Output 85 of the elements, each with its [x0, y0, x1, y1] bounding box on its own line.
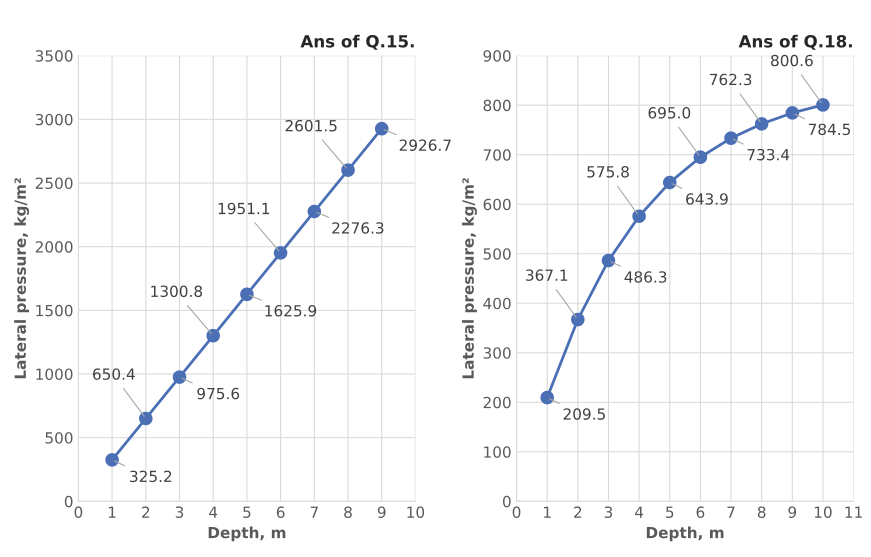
y-tick-label: 400 — [483, 298, 511, 310]
point — [816, 98, 830, 112]
point — [571, 312, 585, 326]
point — [206, 328, 220, 342]
data-label: 367.1 — [526, 269, 568, 281]
data-label: 695.0 — [648, 107, 690, 119]
data-label: 762.3 — [710, 74, 752, 86]
x-tick-label: 10 — [407, 506, 424, 518]
x-tick-label: 11 — [846, 506, 862, 518]
y-tick-label: 1000 — [36, 368, 73, 380]
data-label: 2926.7 — [400, 139, 451, 151]
point — [240, 288, 254, 302]
x-tick-label: 1 — [108, 506, 116, 518]
x-tick-label: 2 — [574, 506, 582, 518]
y-axis-title: Lateral pressure, kg/m² — [462, 178, 477, 378]
y-tick-label: 200 — [484, 396, 511, 408]
x-tick-label: 6 — [696, 506, 704, 518]
data-label: 209.5 — [564, 408, 605, 420]
x-tick-label: 4 — [634, 506, 644, 518]
x-tick-label: 8 — [344, 506, 352, 518]
point — [308, 204, 322, 218]
x-tick-label: 6 — [276, 506, 285, 518]
data-label: 2601.5 — [286, 120, 337, 132]
x-tick-label: 0 — [512, 506, 520, 518]
y-tick-label: 500 — [46, 432, 73, 444]
point — [374, 122, 388, 136]
point — [632, 209, 646, 223]
data-label: 1300.8 — [151, 286, 202, 298]
x-axis-title: Depth, m — [208, 526, 286, 542]
point — [786, 106, 800, 120]
y-tick-label: 500 — [484, 248, 511, 260]
y-tick-label: 0 — [64, 496, 73, 508]
data-label: 575.8 — [587, 166, 629, 178]
y-tick-label: 2500 — [36, 177, 73, 190]
data-label: 975.6 — [197, 388, 240, 400]
point — [274, 246, 288, 260]
x-tick-label: 5 — [243, 506, 250, 518]
x-tick-label: 8 — [758, 506, 766, 518]
data-label: 650.4 — [93, 368, 135, 380]
data-label: 1625.9 — [265, 305, 316, 317]
y-tick-label: 600 — [484, 198, 511, 210]
x-tick-label: 5 — [666, 506, 674, 518]
x-tick-label: 4 — [209, 506, 218, 518]
y-tick-label: 700 — [484, 149, 511, 161]
data-label: 800.6 — [771, 54, 813, 66]
data-label: 733.4 — [748, 148, 790, 160]
y-tick-label: 3500 — [36, 50, 73, 62]
y-tick-label: 100 — [484, 446, 511, 458]
data-label: 1951.1 — [218, 202, 270, 214]
y-tick-label: 900 — [483, 50, 511, 62]
x-tick-label: 3 — [604, 506, 612, 518]
data-label: 643.9 — [686, 193, 728, 205]
point — [694, 150, 708, 164]
x-tick-label: 0 — [74, 506, 82, 518]
data-label: 2276.3 — [332, 222, 384, 234]
point — [662, 176, 677, 190]
point — [172, 370, 186, 384]
point — [139, 412, 153, 426]
y-tick-label: 2000 — [36, 241, 73, 253]
y-tick-label: 1500 — [36, 304, 73, 316]
x-axis-title: Depth, m — [646, 526, 724, 542]
point — [602, 254, 616, 268]
point — [540, 390, 554, 404]
data-label: 784.5 — [808, 124, 850, 136]
x-tick-label: 7 — [310, 506, 318, 518]
x-tick-label: 1 — [544, 506, 551, 518]
point — [105, 453, 119, 467]
x-tick-label: 9 — [788, 506, 796, 518]
data-label: 486.3 — [624, 271, 666, 283]
x-tick-label: 3 — [176, 506, 184, 518]
point — [724, 131, 738, 145]
y-axis-title: Lateral pressure, kg/m² — [14, 178, 30, 378]
data-label: 325.2 — [130, 470, 172, 482]
chart-title: Ans of Q.15. — [300, 34, 414, 50]
x-tick-label: 7 — [727, 506, 735, 518]
x-tick-label: 9 — [378, 506, 386, 518]
point — [341, 163, 355, 177]
y-tick-label: 800 — [484, 100, 511, 112]
y-tick-label: 3000 — [36, 114, 73, 126]
chart-title: Ans of Q.18. — [738, 34, 852, 50]
x-tick-label: 2 — [142, 506, 150, 518]
x-tick-label: 10 — [814, 506, 832, 518]
y-tick-label: 0 — [502, 496, 511, 508]
y-tick-label: 300 — [484, 347, 511, 359]
point — [754, 117, 768, 131]
